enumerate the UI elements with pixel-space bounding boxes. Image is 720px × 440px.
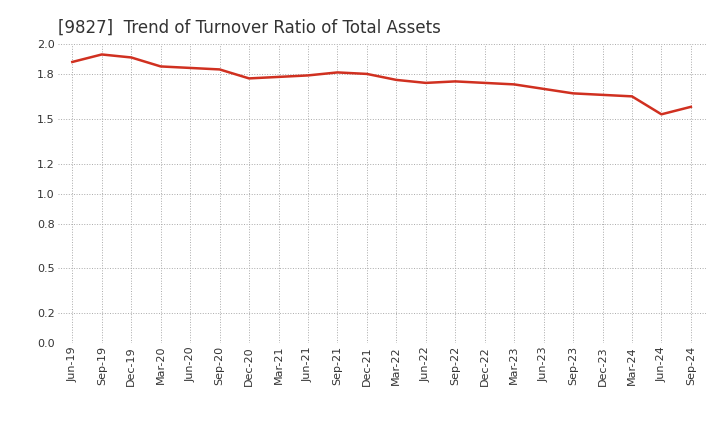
Text: [9827]  Trend of Turnover Ratio of Total Assets: [9827] Trend of Turnover Ratio of Total … [58, 19, 441, 37]
